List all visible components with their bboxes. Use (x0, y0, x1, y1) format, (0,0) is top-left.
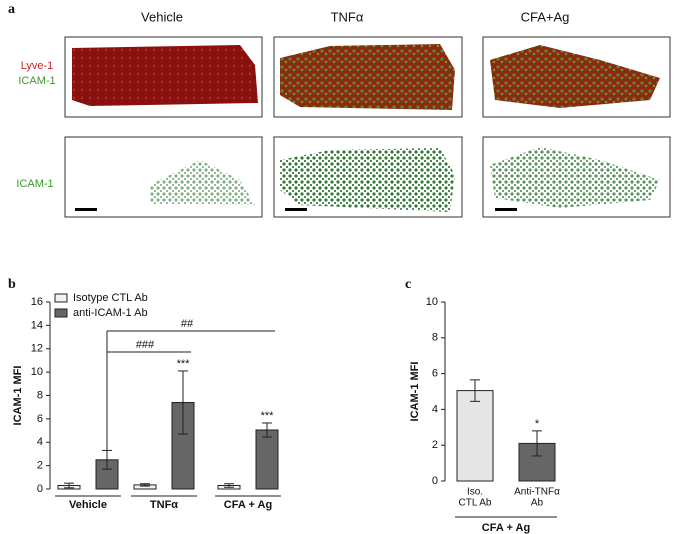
y-tick-label: 2 (432, 439, 438, 451)
legend-label: anti-ICAM-1 Ab (73, 307, 148, 319)
y-tick-label: 14 (31, 319, 43, 331)
y-tick-label: 10 (426, 296, 438, 308)
comparison-label: ## (181, 318, 194, 330)
y-tick-label: 2 (37, 460, 43, 472)
y-tick-label: 8 (37, 389, 43, 401)
y-axis-label: ICAM-1 MFI (409, 362, 421, 422)
x-tick-label: CTL Ab (459, 498, 492, 509)
tissue (490, 45, 660, 108)
tissue (72, 45, 258, 106)
significance: * (535, 418, 540, 430)
y-tick-label: 0 (37, 483, 43, 495)
panel-label: a (8, 2, 15, 17)
y-tick-label: 4 (37, 436, 43, 448)
row-label: Lyve-1 (21, 60, 54, 72)
y-tick-label: 0 (432, 475, 438, 487)
micrograph-row (64, 36, 671, 118)
x-tick-label: TNFα (150, 499, 178, 511)
y-tick-label: 10 (31, 366, 43, 378)
tissue (280, 44, 455, 110)
scale-bar (495, 208, 517, 211)
column-title: CFA+Ag (521, 9, 570, 24)
x-tick-label: Anti-TNFα (514, 487, 560, 498)
tissue (490, 147, 660, 208)
micrograph-row (64, 136, 671, 218)
tissue (150, 160, 255, 205)
scale-bar (285, 208, 307, 211)
y-tick-label: 6 (432, 368, 438, 380)
scale-bar (75, 208, 97, 211)
x-tick-label: Ab (531, 498, 544, 509)
y-tick-label: 8 (432, 332, 438, 344)
legend-swatch (54, 308, 68, 318)
comparison-label: ### (136, 339, 155, 351)
column-title: Vehicle (141, 9, 183, 24)
y-tick-label: 12 (31, 343, 43, 355)
y-axis-label: ICAM-1 MFI (12, 366, 24, 426)
x-tick-label: CFA + Ag (224, 499, 272, 511)
panel-label: b (8, 277, 16, 292)
row-label: ICAM-1 (18, 75, 55, 87)
significance: *** (261, 410, 275, 422)
y-tick-label: 4 (432, 403, 438, 415)
bar (255, 429, 279, 490)
y-tick-label: 16 (31, 296, 43, 308)
tissue (280, 148, 455, 212)
column-title: TNFα (331, 9, 364, 24)
significance: *** (177, 358, 191, 370)
legend-swatch (54, 293, 68, 303)
legend-label: Isotype CTL Ab (73, 292, 148, 304)
bar (456, 390, 494, 482)
y-tick-label: 6 (37, 413, 43, 425)
group-label: CFA + Ag (482, 522, 530, 534)
x-tick-label: Iso. (467, 487, 483, 498)
panel-label: c (405, 277, 411, 292)
x-tick-label: Vehicle (69, 499, 107, 511)
row-label: ICAM-1 (16, 178, 53, 190)
